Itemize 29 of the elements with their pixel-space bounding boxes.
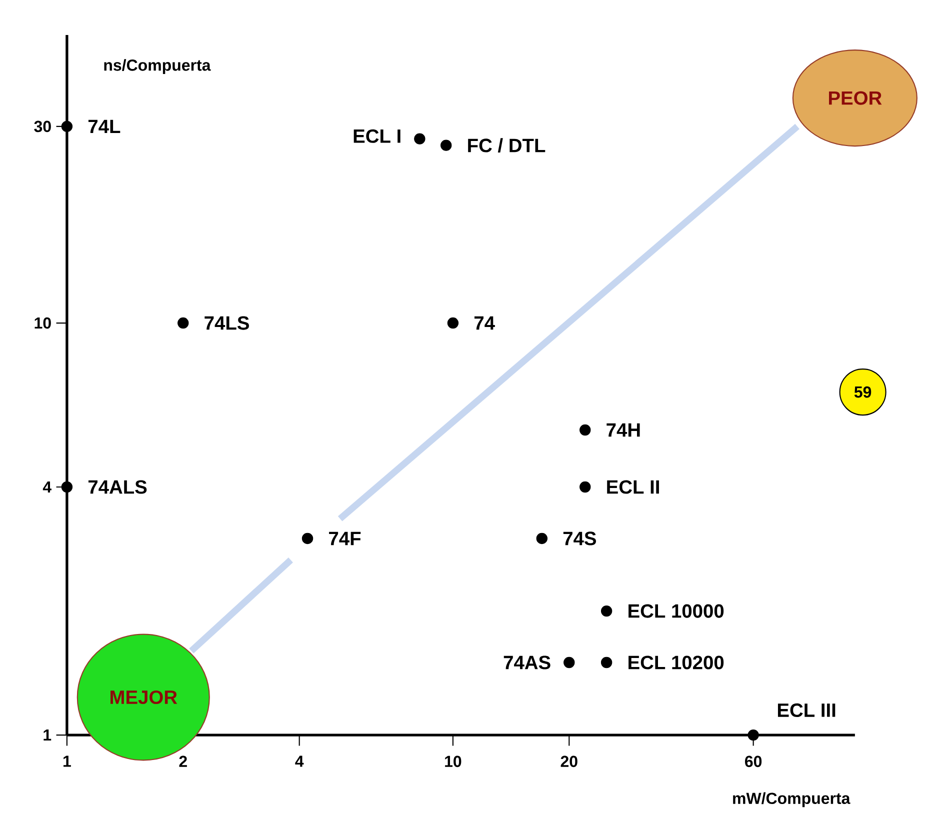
y-tick-label: 1 <box>44 730 52 741</box>
x-tick-label: 20 <box>560 756 578 768</box>
x-tick-label: 1 <box>63 756 71 767</box>
series-label: 74F <box>329 532 361 546</box>
y-tick-label: 30 <box>34 120 51 132</box>
y-axis-title: ns/Compuerta <box>104 59 211 74</box>
series-label: ECL 10000 <box>628 604 724 618</box>
series-label: 74LS <box>204 316 249 330</box>
x-tick-label: 10 <box>445 756 462 768</box>
series-label: ECL I <box>354 129 400 143</box>
series-label: ECL II <box>607 480 659 494</box>
series-label: FC / DTL <box>468 138 546 152</box>
annotation: PEOR <box>829 91 882 105</box>
series-label: ECL 10200 <box>628 656 724 670</box>
x-tick-label: 4 <box>295 756 304 767</box>
annotation: 59 <box>854 386 872 398</box>
series-label: 74ALS <box>88 480 147 494</box>
x-axis-title: mW/Compuerta <box>733 792 850 808</box>
series-label: 74H <box>606 423 640 437</box>
series-label: 74L <box>88 120 120 134</box>
series-label: 74 <box>474 316 495 330</box>
x-tick-label: 2 <box>179 756 187 767</box>
y-tick-label: 4 <box>42 482 52 492</box>
y-tick-label: 10 <box>34 317 51 329</box>
series-label: 74S <box>563 532 596 546</box>
annotation: MEJOR <box>110 690 178 704</box>
series-label: ECL III <box>778 703 836 718</box>
x-tick-label: 60 <box>745 756 762 768</box>
series-label: 74AS <box>504 656 550 670</box>
